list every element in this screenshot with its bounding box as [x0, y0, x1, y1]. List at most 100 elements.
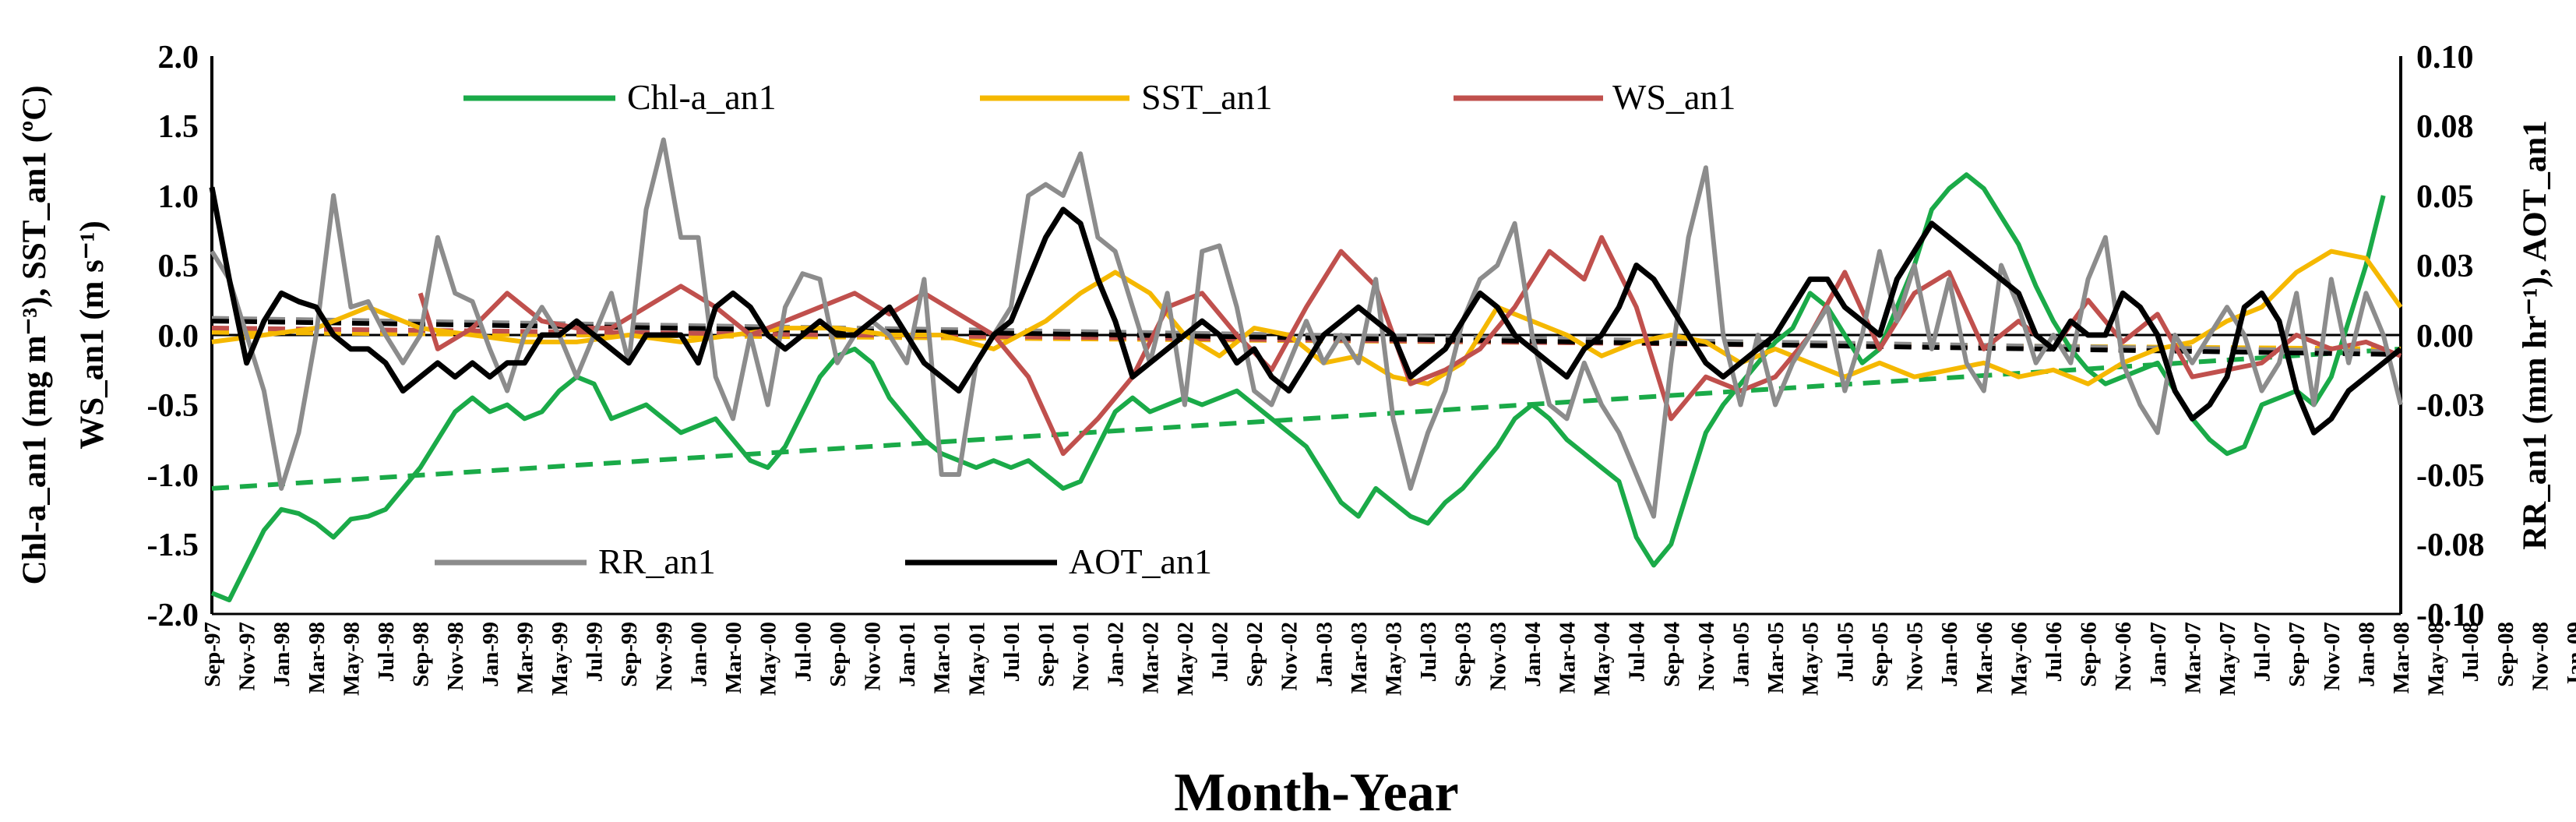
x-tick-label: Jul-02 — [1208, 622, 1233, 682]
x-tick-label: Sep-00 — [826, 622, 851, 687]
x-tick-label: Sep-98 — [409, 622, 434, 687]
x-tick-label: May-03 — [1382, 622, 1407, 696]
x-tick-label: Mar-06 — [1972, 622, 1997, 693]
x-tick-label: May-08 — [2424, 622, 2449, 696]
x-axis-label: Month-Year — [1174, 763, 1458, 822]
x-tick-label: May-01 — [964, 622, 989, 696]
x-tick-label: Mar-98 — [305, 622, 329, 693]
x-tick-label: Jul-03 — [1416, 622, 1441, 682]
x-tick-label: Jan-01 — [895, 622, 920, 687]
x-tick-label: Nov-98 — [443, 622, 468, 691]
x-tick-label: Jan-06 — [1937, 622, 1962, 687]
y-axis-label-left-1: Chl-a_an1 (mg m⁻³), SST_an1 (ºC) — [16, 85, 53, 584]
legend-label-aot: AOT_an1 — [1069, 542, 1212, 581]
x-tick-label: Jul-06 — [2042, 622, 2067, 682]
y-right-tick-label: 0.00 — [2416, 319, 2474, 355]
x-tick-label: Nov-04 — [1694, 622, 1719, 691]
series-line-rr — [210, 137, 2403, 519]
x-tick-label: May-98 — [339, 622, 364, 696]
y-left-tick-label: 0.5 — [158, 249, 199, 284]
x-tick-label: Nov-03 — [1485, 622, 1510, 691]
x-tick-label: May-02 — [1173, 622, 1198, 696]
y-left-tick-label: -1.0 — [147, 458, 199, 494]
x-tick-label: Jan-02 — [1104, 622, 1129, 687]
y-right-tick-label: -0.08 — [2416, 527, 2485, 563]
x-tick-label: Jan-99 — [478, 622, 503, 687]
legend-label-sst: SST_an1 — [1141, 77, 1273, 117]
x-tick-label: May-00 — [756, 622, 781, 696]
y-left-tick-label: -1.5 — [147, 527, 199, 563]
x-tick-label: Mar-03 — [1347, 622, 1372, 693]
y-left-tick-label: -2.0 — [147, 598, 199, 633]
x-tick-label: Nov-02 — [1277, 622, 1302, 691]
x-tick-label: Jul-04 — [1625, 622, 1650, 682]
y-left-tick-label: 1.5 — [158, 109, 199, 145]
x-tick-label: Jul-98 — [374, 622, 399, 682]
x-tick-label: Jan-05 — [1729, 622, 1754, 687]
x-tick-label: May-07 — [2215, 622, 2240, 696]
x-tick-label: Jan-07 — [2146, 622, 2171, 687]
x-tick-labels: Sep-97 Nov-97 Jan-98 Mar-98 May-98 Jul-98 Sep-… — [200, 622, 2576, 696]
right-ticks: 0.10 0.08 0.05 0.03 0.00 -0.03 -0.05 -0.… — [2416, 40, 2485, 633]
x-tick-label: Nov-01 — [1069, 622, 1094, 691]
legend-label-ws: WS_an1 — [1612, 77, 1736, 117]
x-tick-label: Jan-08 — [2354, 622, 2379, 687]
y-right-tick-label: 0.05 — [2416, 179, 2474, 215]
x-tick-label: Sep-06 — [2077, 622, 2102, 687]
x-tick-label: Jan-98 — [270, 622, 294, 687]
x-tick-label: Sep-03 — [1451, 622, 1476, 687]
x-tick-label: May-05 — [1799, 622, 1824, 696]
y-axis-label-right: RR_an1 (mm hr⁻¹), AOT_an1 — [2517, 120, 2553, 550]
y-right-tick-label: -0.03 — [2416, 388, 2485, 424]
legend-label-chl: Chl-a_an1 — [627, 77, 777, 117]
series-line-chl-a — [210, 172, 2386, 603]
y-left-tick-label: -0.5 — [147, 388, 199, 424]
y-axis-label-left-2: WS_an1 (m s⁻¹) — [74, 220, 111, 450]
x-tick-label: Nov-99 — [652, 622, 677, 691]
left-ticks: 2.0 1.5 1.0 0.5 0.0 -0.5 -1.0 -1.5 -2.0 — [147, 40, 199, 633]
x-tick-label: Mar-08 — [2389, 622, 2414, 693]
x-tick-label: Sep-05 — [1868, 622, 1893, 687]
legend: Chl-a_an1 SST_an1 WS_an1 RR_an1 AOT_an1 — [435, 77, 1736, 581]
series-lines — [209, 137, 2403, 603]
x-tick-label: Mar-05 — [1764, 622, 1788, 693]
x-tick-label: May-99 — [548, 622, 573, 696]
x-tick-label: Nov-05 — [1903, 622, 1928, 691]
x-tick-label: Nov-08 — [2528, 622, 2553, 691]
x-tick-label: Sep-97 — [200, 622, 225, 687]
x-tick-label: Mar-04 — [1556, 622, 1580, 693]
x-tick-label: Jan-04 — [1521, 622, 1545, 687]
x-tick-label: Jan-00 — [686, 622, 711, 687]
y-right-tick-label: 0.10 — [2416, 40, 2474, 76]
x-tick-label: Mar-00 — [721, 622, 746, 693]
x-tick-label: Sep-07 — [2285, 622, 2310, 687]
x-tick-label: Sep-02 — [1242, 622, 1267, 687]
x-tick-label: Jul-08 — [2458, 622, 2483, 682]
x-tick-label: Mar-01 — [930, 622, 955, 693]
x-tick-label: Sep-01 — [1034, 622, 1059, 687]
series-line-sst — [211, 249, 2403, 386]
x-tick-label: Jul-00 — [791, 622, 816, 682]
x-tick-label: Nov-07 — [2320, 622, 2345, 691]
y-right-tick-label: -0.10 — [2416, 598, 2485, 633]
x-tick-label: Jul-07 — [2250, 622, 2275, 682]
y-left-tick-label: 0.0 — [158, 319, 199, 355]
x-tick-label: Mar-07 — [2180, 622, 2205, 693]
legend-label-rr: RR_an1 — [598, 542, 716, 581]
y-left-tick-label: 2.0 — [158, 40, 199, 76]
x-tick-label: Mar-99 — [513, 622, 537, 693]
series-line-aot — [209, 186, 2403, 436]
x-tick-label: Mar-02 — [1138, 622, 1163, 693]
x-tick-label: Nov-06 — [2111, 622, 2136, 691]
x-tick-label: Jul-99 — [583, 622, 608, 682]
x-tick-label: Jul-01 — [999, 622, 1024, 682]
y-left-tick-label: 1.0 — [158, 179, 199, 215]
y-right-tick-label: 0.08 — [2416, 109, 2474, 145]
x-tick-label: Sep-04 — [1659, 622, 1684, 687]
y-right-tick-label: -0.05 — [2416, 458, 2485, 494]
x-tick-label: Sep-08 — [2493, 622, 2518, 687]
x-tick-label: Jan-09 — [2563, 622, 2576, 687]
x-tick-label: Nov-00 — [861, 622, 886, 691]
trendline-chl-a — [211, 346, 2402, 491]
